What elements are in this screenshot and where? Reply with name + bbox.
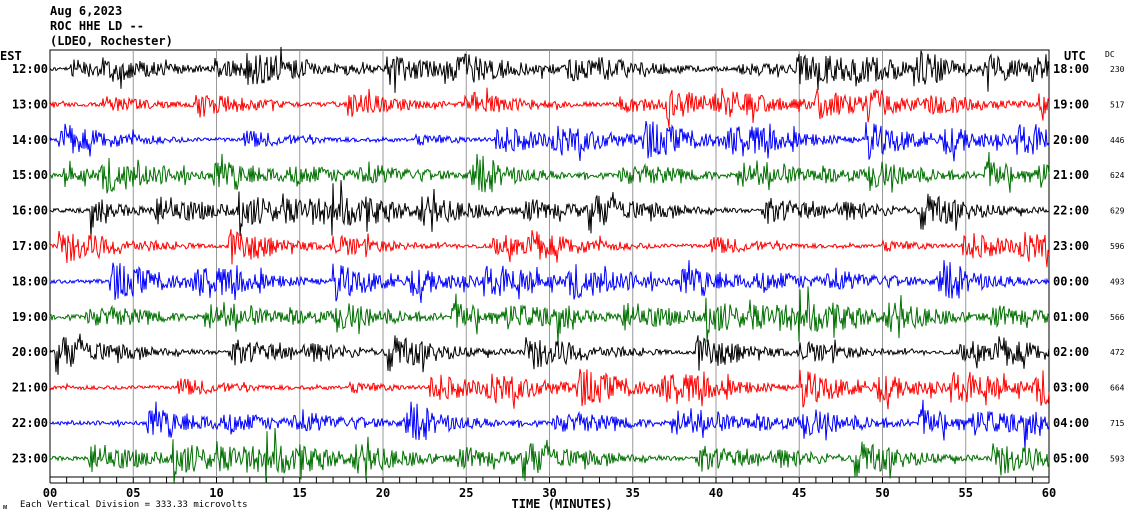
x-axis-label: TIME (MINUTES) [512,497,613,511]
logo-mark: ᴍ [3,503,8,511]
trace-line [49,399,1050,451]
utc-time-label: 21:00 [1053,168,1089,182]
dc-value: 472 [1110,348,1125,357]
est-time-label: 23:00 [12,451,48,465]
dc-value: 566 [1110,313,1125,322]
trace-line [49,87,1050,128]
trace-line [49,286,1050,344]
scale-note: Each Vertical Division = 333.33 microvol… [20,500,248,510]
est-label: EST [0,49,22,63]
dc-value: 517 [1110,100,1125,109]
trace-line [49,229,1050,268]
trace-line [49,368,1050,410]
est-time-label: 12:00 [12,62,48,76]
est-time-label: 21:00 [12,381,48,395]
utc-time-label: 01:00 [1053,310,1089,324]
x-tick-label: 30 [542,486,556,500]
est-time-label: 16:00 [12,204,48,218]
utc-time-label: 20:00 [1053,133,1089,147]
x-tick-label: 10 [209,486,223,500]
dc-value: 593 [1110,454,1125,463]
x-tick-label: 50 [875,486,889,500]
utc-time-label: 22:00 [1053,204,1089,218]
dc-value: 493 [1110,277,1125,286]
trace-line [49,180,1050,238]
utc-time-label: 00:00 [1053,274,1089,288]
utc-time-label: 04:00 [1053,416,1089,430]
est-time-label: 15:00 [12,168,48,182]
x-tick-label: 35 [626,486,640,500]
x-tick-label: 60 [1042,486,1056,500]
x-tick-label: 15 [293,486,307,500]
utc-time-label: 23:00 [1053,239,1089,253]
dc-value: 664 [1110,384,1125,393]
est-time-label: 22:00 [12,416,48,430]
est-time-label: 13:00 [12,97,48,111]
est-time-label: 18:00 [12,274,48,288]
trace-line [49,427,1050,484]
utc-time-label: 03:00 [1053,381,1089,395]
x-tick-label: 55 [959,486,973,500]
x-tick-label: 40 [709,486,723,500]
x-tick-label: 25 [459,486,473,500]
dc-value: 624 [1110,171,1125,180]
est-time-label: 19:00 [12,310,48,324]
station-label: ROC HHE LD -- [50,19,144,33]
utc-label: UTC [1064,49,1086,63]
network-label: (LDEO, Rochester) [50,34,173,48]
trace-line [49,151,1050,194]
dc-value: 629 [1110,207,1125,216]
utc-time-label: 18:00 [1053,62,1089,76]
trace-line [49,260,1050,304]
est-time-label: 14:00 [12,133,48,147]
dc-value: 446 [1110,136,1125,145]
x-tick-label: 05 [126,486,140,500]
est-time-label: 17:00 [12,239,48,253]
x-tick-label: 45 [792,486,806,500]
x-tick-label: 20 [376,486,390,500]
dc-value: 596 [1110,242,1125,251]
x-tick-label: 00 [43,486,57,500]
utc-time-label: 19:00 [1053,97,1089,111]
trace-line [49,46,1050,93]
dc-label: DC [1105,50,1115,59]
dc-value: 715 [1110,419,1125,428]
est-time-label: 20:00 [12,345,48,359]
date-label: Aug 6,2023 [50,4,123,18]
dc-value: 230 [1110,65,1125,74]
utc-time-label: 05:00 [1053,451,1089,465]
trace-line [49,333,1050,375]
trace-line [49,121,1050,162]
utc-time-label: 02:00 [1053,345,1089,359]
